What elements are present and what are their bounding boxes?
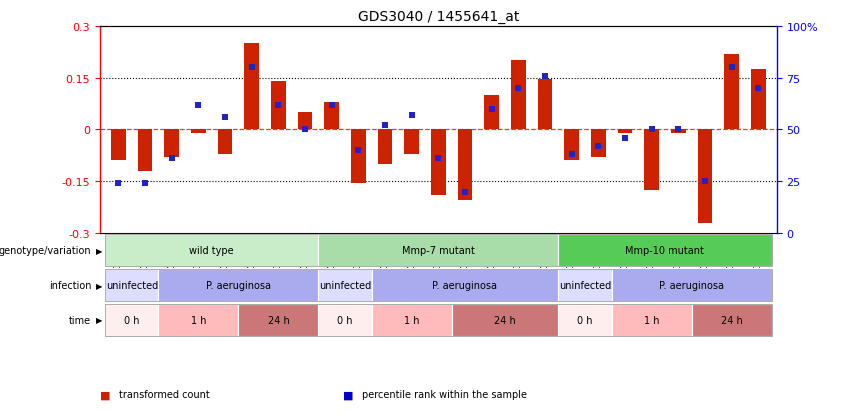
Bar (644, 130, 659, 190)
Bar (319, 270, 372, 301)
Bar (159, 270, 319, 301)
Bar (612, 270, 772, 301)
Text: ■: ■ (100, 389, 110, 399)
Bar (105, 304, 159, 336)
Text: uninfected: uninfected (559, 280, 611, 290)
Bar (298, 113, 312, 130)
Text: P. aeruginosa: P. aeruginosa (206, 280, 271, 290)
Bar (564, 130, 579, 161)
Text: 0 h: 0 h (577, 315, 593, 325)
Text: time: time (69, 315, 91, 325)
Title: GDS3040 / 1455641_at: GDS3040 / 1455641_at (358, 10, 519, 24)
Text: infection: infection (49, 280, 91, 290)
Bar (159, 304, 239, 336)
Bar (111, 130, 126, 161)
Bar (164, 130, 179, 158)
Bar (558, 235, 772, 266)
Text: 1 h: 1 h (644, 315, 660, 325)
Text: uninfected: uninfected (319, 280, 372, 290)
Bar (218, 130, 233, 154)
Text: 1 h: 1 h (191, 315, 207, 325)
Text: ▶: ▶ (95, 281, 102, 290)
Bar (239, 304, 319, 336)
Bar (404, 130, 419, 154)
Bar (457, 130, 472, 201)
Bar (558, 270, 612, 301)
Bar (537, 80, 552, 130)
Text: transformed count: transformed count (119, 389, 210, 399)
Text: Mmp-10 mutant: Mmp-10 mutant (626, 246, 704, 256)
Bar (558, 304, 612, 336)
Bar (105, 235, 319, 266)
Text: genotype/variation: genotype/variation (0, 246, 91, 256)
Text: 0 h: 0 h (124, 315, 140, 325)
Bar (692, 304, 772, 336)
Bar (319, 235, 558, 266)
Text: ▶: ▶ (95, 246, 102, 255)
Bar (378, 130, 392, 164)
Bar (618, 130, 632, 133)
Bar (372, 270, 558, 301)
Text: 1 h: 1 h (404, 315, 419, 325)
Text: 24 h: 24 h (494, 315, 516, 325)
Bar (191, 130, 206, 133)
Bar (484, 96, 499, 130)
Bar (591, 130, 606, 158)
Text: P. aeruginosa: P. aeruginosa (432, 280, 497, 290)
Text: 0 h: 0 h (338, 315, 352, 325)
Text: uninfected: uninfected (106, 280, 158, 290)
Bar (245, 44, 259, 130)
Text: ■: ■ (343, 389, 353, 399)
Bar (105, 270, 159, 301)
Bar (671, 130, 686, 133)
Bar (271, 82, 286, 130)
Text: 24 h: 24 h (720, 315, 742, 325)
Bar (351, 130, 365, 183)
Bar (325, 102, 339, 130)
Bar (138, 130, 153, 171)
Text: 24 h: 24 h (267, 315, 289, 325)
Text: P. aeruginosa: P. aeruginosa (659, 280, 724, 290)
Bar (612, 304, 692, 336)
Bar (511, 61, 526, 130)
Text: percentile rank within the sample: percentile rank within the sample (362, 389, 527, 399)
Text: Mmp-7 mutant: Mmp-7 mutant (402, 246, 475, 256)
Bar (372, 304, 451, 336)
Text: wild type: wild type (189, 246, 234, 256)
Bar (451, 304, 558, 336)
Bar (319, 304, 372, 336)
Bar (431, 130, 445, 195)
Bar (751, 70, 766, 130)
Bar (698, 130, 713, 223)
Bar (724, 55, 739, 130)
Text: ▶: ▶ (95, 316, 102, 325)
